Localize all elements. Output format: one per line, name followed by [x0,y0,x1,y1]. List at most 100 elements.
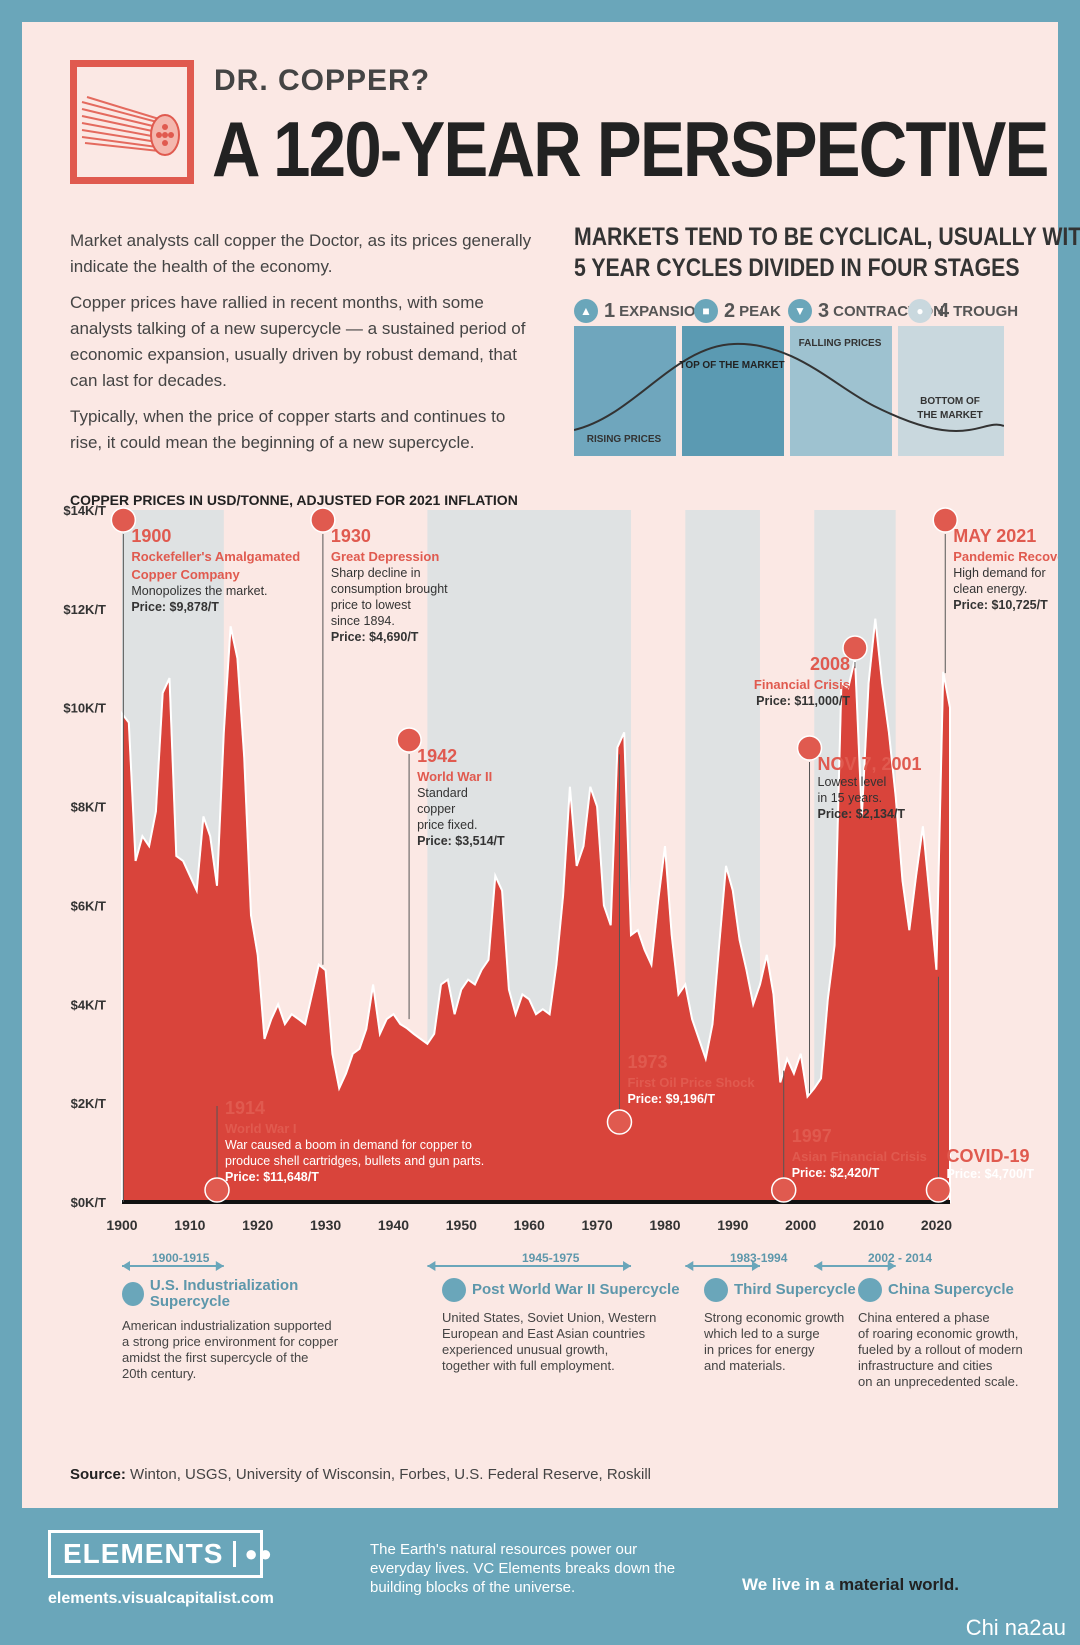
watermark-credit: Chi na2au [965,1615,1066,1640]
supercycle-2-range: 1945-1975 [522,1251,580,1265]
x-tick-label: 1950 [446,1217,477,1233]
expansion-icon: ▲ [574,299,598,323]
ann-2021-desc-2: clean energy. [953,582,1027,596]
ann-1900-marker-icon [110,507,137,533]
ann-1942-desc-2: copper [417,802,455,816]
stage-label-2: PEAK [739,302,781,320]
cycle-block-trough [898,326,1004,456]
x-tick-label: 1960 [514,1217,545,1233]
ann-1973-price: Price: $9,196/T [627,1092,715,1106]
stage-num-1: 1 [604,299,616,322]
stage-label-4: TROUGH [953,302,1019,320]
ann-1942-desc-3: price fixed. [417,818,477,832]
supercycle-ranges [122,1261,896,1271]
ann-2008-price: Price: $11,000/T [756,694,850,708]
intro-paragraph-1: Market analysts call copper the Doctor, … [70,231,532,276]
ann-1914-desc-2: produce shell cartridges, bullets and gu… [225,1154,484,1168]
stage-expansion: ▲ 1 EXPANSION [574,296,706,326]
ann-1900-event-2: Copper Company [131,567,240,582]
x-axis: 1900 1910 1920 1930 1940 1950 1960 1970 1980 1990… [106,1217,952,1233]
supercycle-4-desc-1: China entered a phase [858,1310,990,1325]
ann-2021-year: MAY 2021 [953,526,1036,546]
ann-2001-marker-icon [796,735,823,761]
supercycle-3-desc-4: and materials. [704,1358,786,1373]
stage-num-4: 4 [938,299,950,322]
supercycle-4-desc-3: fueled by a rollout of modern [858,1342,1023,1357]
ann-1930-desc-3: price to lowest [331,598,411,612]
ann-2021-price: Price: $10,725/T [953,598,1048,612]
ann-1973-year: 1973 [627,1052,667,1072]
ann-2001-desc-2: in 15 years. [818,791,883,805]
y-tick-label: $4K/T [71,997,106,1012]
ann-2001-desc-1: Lowest level [818,775,887,789]
copper-wire-icon [70,60,194,184]
ann-1930-desc-4: since 1894. [331,614,395,628]
ann-1900-year: 1900 [131,526,171,546]
supercycle-3: 1983-1994 Third Supercycle Strong econom… [704,1250,864,1374]
ann-2008-event: Financial Crisis [754,677,850,692]
ann-1930-desc-2: consumption brought [331,582,448,596]
supercycle-4-desc-4: infrastructure and cities [858,1358,993,1373]
supercycle-1: 1900-1915 U.S. Industrialization Supercy… [122,1250,362,1382]
ann-1914-desc-1: War caused a boom in demand for copper t… [225,1138,472,1152]
supercycle-2-desc-2: European and East Asian countries [442,1326,646,1341]
energy-icon [704,1278,728,1302]
brand-name: ELEMENTS [63,1538,224,1569]
supercycle-2-desc-3: experienced unusual growth, [442,1342,609,1357]
x-tick-label: 1920 [242,1217,273,1233]
supercycle-1-name: U.S. Industrialization Supercycle [122,1278,362,1310]
header-kicker: DR. COPPER? [214,64,431,97]
supercycle-1-desc-1: American industrialization supported [122,1318,332,1333]
supercycle-2: 1945-1975 Post World War II Supercycle U… [442,1250,682,1374]
cycle-note-bottom-2: THE MARKET [917,410,983,421]
x-tick-label: 2020 [921,1217,952,1233]
cycle-note-top: TOP OF THE MARKET [679,360,784,371]
ann-2021-event: Pandemic Recovery [953,549,1058,564]
ann-1930-marker-icon [310,507,336,533]
brand-logo[interactable]: ELEMENTS ●● [48,1530,272,1578]
chart-title: COPPER PRICES IN USD/TONNE, ADJUSTED FOR… [70,492,518,508]
ann-2008-year: 2008 [810,654,850,674]
ann-1942-price: Price: $3,514/T [417,834,505,848]
source-text: Winton, USGS, University of Wisconsin, F… [130,1466,652,1483]
y-tick-label: $8K/T [71,800,106,815]
y-axis: $0K/T $2K/T $4K/T $6K/T $8K/T $10K/T $12K/T $14… [63,503,106,1210]
stage-peak: ■ 2 PEAK [694,296,781,326]
source-line: Source: Winton, USGS, University of Wisc… [70,1466,651,1483]
ann-1997-event: Asian Financial Crisis [792,1149,927,1164]
x-tick-label: 1940 [378,1217,409,1233]
ann-1997-price: Price: $2,420/T [792,1166,880,1180]
y-tick-label: $0K/T [71,1195,106,1210]
supercycle-arrow-right-2 [623,1261,632,1271]
cycle-title-line-2: 5 YEAR CYCLES DIVIDED IN FOUR STAGES [574,254,1020,282]
city-icon [858,1278,882,1302]
cycle-block-contraction [790,326,892,456]
peak-icon: ■ [694,299,718,323]
supercycle-4-desc-2: of roaring economic growth, [858,1326,1019,1341]
supercycle-arrow-left-4 [814,1261,823,1271]
ann-1900-event: Rockefeller's Amalgamated [131,549,300,564]
contraction-icon: ▼ [788,299,812,323]
cycle-title-line-1: MARKETS TEND TO BE CYCLICAL, USUALLY WIT… [574,223,1080,251]
infographic-panel: DR. COPPER? A 120-YEAR PERSPECTIVE Marke… [22,22,1080,1508]
stage-trough: ● 4 TROUGH [908,296,1018,326]
brand-url[interactable]: elements.visualcapitalist.com [48,1590,274,1607]
ann-1930-desc-1: Sharp decline in [331,566,421,580]
supercycle-3-range: 1983-1994 [730,1251,788,1265]
stage-num-3: 3 [818,299,830,322]
ann-1930-price: Price: $4,690/T [331,630,419,644]
supercycle-arrow-right-4 [887,1261,896,1271]
x-tick-label: 1900 [106,1217,137,1233]
price-line [121,618,951,1099]
price-area [121,618,951,1204]
ann-1900-price: Price: $9,878/T [131,600,219,614]
y-tick-label: $14K/T [63,503,106,518]
intro-paragraph-3: Typically, when the price of copper star… [70,407,506,452]
y-tick-label: $6K/T [71,898,106,913]
source-label: Source: [70,1466,126,1483]
x-tick-label: 1980 [649,1217,680,1233]
motto-bold: material world. [839,1575,959,1594]
growth-chart-icon [442,1278,466,1302]
ann-2020-marker-icon [925,1177,952,1203]
stage-num-2: 2 [724,299,736,322]
